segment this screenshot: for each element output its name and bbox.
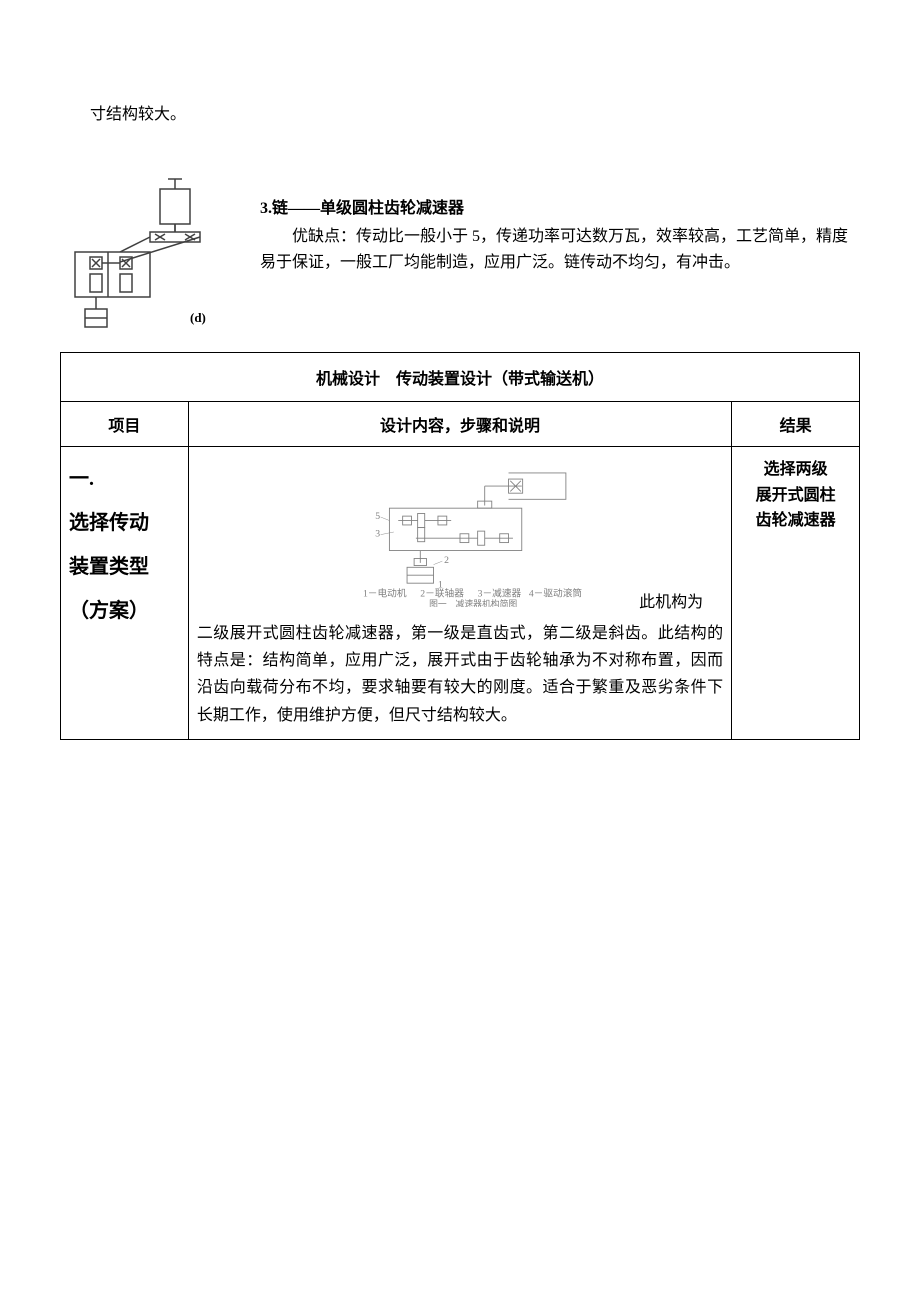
design-table: 机械设计 传动装置设计（带式输送机） 项目 设计内容，步骤和说明 结果 一. 选…: [60, 352, 860, 740]
section-3-text: 3.链——单级圆柱齿轮减速器 优缺点：传动比一般小于 5，传递功率可达数万瓦，效…: [260, 174, 860, 275]
section-3-container: (d) 3.链——单级圆柱齿轮减速器 优缺点：传动比一般小于 5，传递功率可达数…: [60, 174, 860, 334]
page-top-fragment: 寸结构较大。: [90, 100, 860, 124]
header-content: 设计内容，步骤和说明: [188, 402, 731, 447]
project-line1: 一.: [69, 457, 180, 501]
section-3-diagram: (d): [60, 174, 240, 334]
svg-text:3: 3: [375, 528, 380, 539]
diagram-label-4: 4－驱动滚筒: [529, 586, 583, 599]
diagram-caption: 图一 减速器机构简图: [429, 598, 517, 607]
svg-text:5: 5: [375, 511, 380, 522]
diagram-d-label: (d): [190, 310, 206, 325]
project-line2: 选择传动: [69, 501, 180, 545]
section-3-body: 优缺点：传动比一般小于 5，传递功率可达数万瓦，效率较高，工艺简单，精度易于保证…: [260, 224, 860, 275]
header-project: 项目: [61, 402, 189, 447]
content-cell: 5 3 2 1 1－电动机 2－联轴器 3－减速器 4－驱动滚筒 图一 减速器机…: [188, 447, 731, 740]
result-line3: 齿轮减速器: [740, 508, 851, 534]
content-body-text: 二级展开式圆柱齿轮减速器，第一级是直齿式，第二级是斜齿。此结构的特点是：结构简单…: [197, 620, 723, 729]
project-cell: 一. 选择传动 装置类型 （方案）: [61, 447, 189, 740]
project-line3: 装置类型: [69, 545, 180, 589]
inner-diagram-container: 5 3 2 1 1－电动机 2－联轴器 3－减速器 4－驱动滚筒 图一 减速器机…: [197, 457, 723, 612]
table-title-row: 机械设计 传动装置设计（带式输送机）: [61, 353, 860, 402]
table-title: 机械设计 传动装置设计（带式输送机）: [61, 353, 860, 402]
table-row: 一. 选择传动 装置类型 （方案）: [61, 447, 860, 740]
result-cell: 选择两级 展开式圆柱 齿轮减速器: [732, 447, 860, 740]
diagram-label-2: 2－联轴器: [420, 586, 464, 599]
svg-text:2: 2: [444, 555, 449, 566]
header-result: 结果: [732, 402, 860, 447]
table-header-row: 项目 设计内容，步骤和说明 结果: [61, 402, 860, 447]
reducer-diagram: 5 3 2 1 1－电动机 2－联轴器 3－减速器 4－驱动滚筒 图一 减速器机…: [320, 457, 600, 607]
result-line1: 选择两级: [740, 457, 851, 483]
result-line2: 展开式圆柱: [740, 483, 851, 509]
section-3-title: 3.链——单级圆柱齿轮减速器: [260, 194, 860, 218]
diagram-label-1: 1－电动机: [363, 586, 407, 599]
project-line4: （方案）: [69, 589, 180, 633]
diagram-label-3: 3－减速器: [478, 587, 522, 599]
